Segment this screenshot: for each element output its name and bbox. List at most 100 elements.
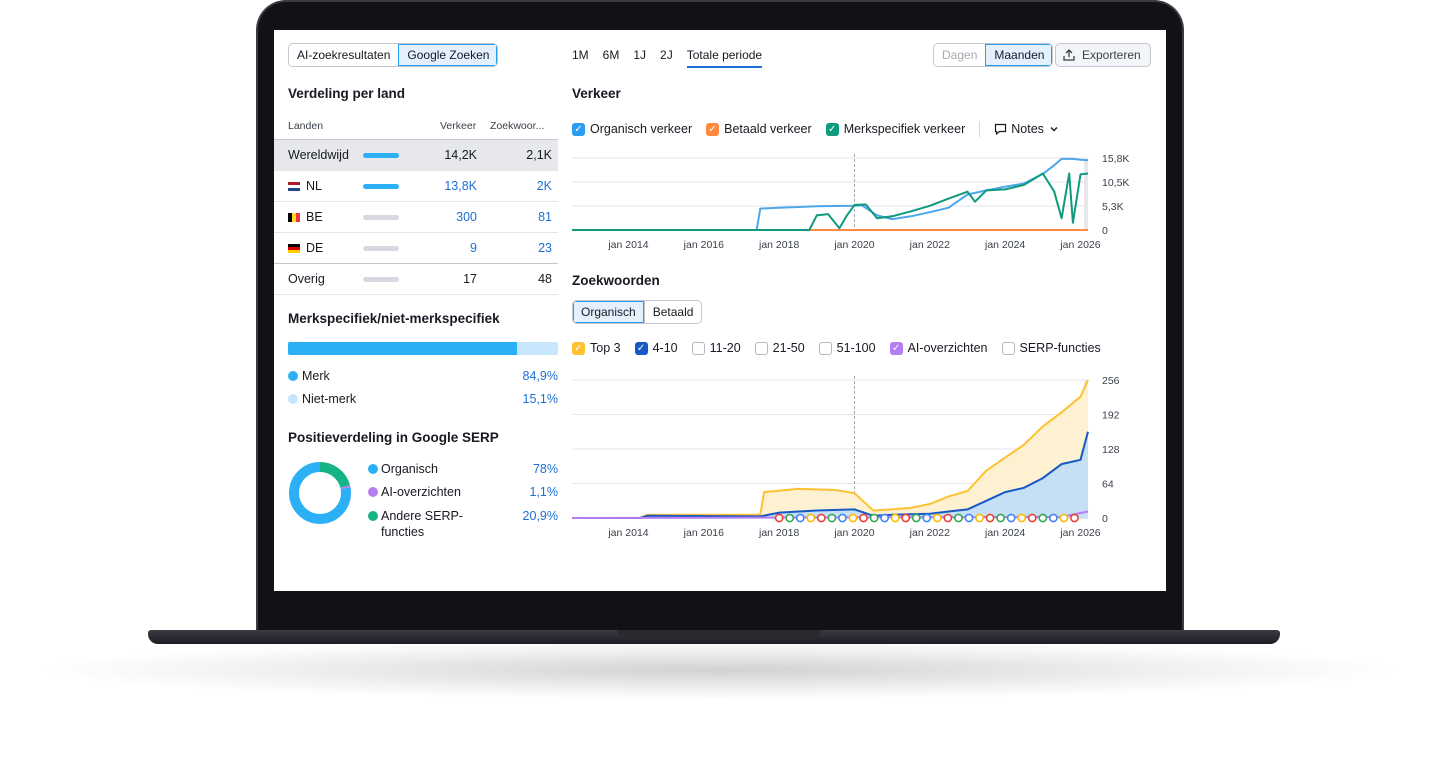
filter-label: Top 3 (590, 341, 621, 355)
granularity-months[interactable]: Maanden (985, 44, 1053, 66)
keywords-chart[interactable]: 0 64 128 192 256 jan 2014 jan 2016 jan 2018 jan … (572, 372, 1132, 542)
google-update-icon[interactable] (1059, 513, 1069, 523)
google-update-icon[interactable] (943, 513, 953, 523)
google-update-icon[interactable] (880, 513, 890, 523)
google-update-icon[interactable] (827, 513, 837, 523)
brand-legend-merk: Merk 84,9% (288, 369, 558, 383)
filter-serp-functies[interactable]: SERP-functies (1001, 341, 1101, 355)
country-keywords[interactable]: 23 (538, 241, 552, 255)
tab-organic[interactable]: Organisch (573, 301, 644, 323)
x-tick-label: jan 2016 (683, 239, 724, 251)
google-update-icon[interactable] (838, 513, 847, 523)
nl-flag-icon (288, 181, 300, 191)
google-update-icon[interactable] (785, 513, 795, 523)
country-traffic[interactable]: 300 (456, 210, 477, 224)
google-update-icon[interactable] (922, 513, 932, 523)
google-update-icon[interactable] (1038, 513, 1048, 523)
legend-organic-traffic[interactable]: ✓ Organisch verkeer (572, 122, 692, 136)
series-line-4-10[interactable] (572, 431, 1089, 519)
country-row-be[interactable]: BE 300 81 (274, 202, 558, 233)
google-update-icon[interactable] (996, 513, 1006, 523)
filter-ai-overzichten[interactable]: ✓ AI-overzichten (889, 341, 988, 355)
checkbox-checked-icon: ✓ (572, 341, 585, 355)
brand-legend-niet-merk: Niet-merk 15,1% (288, 392, 558, 406)
tab-google-search[interactable]: Google Zoeken (398, 44, 498, 66)
google-update-icon[interactable] (848, 513, 858, 523)
google-update-icon[interactable] (774, 513, 784, 523)
google-update-icon[interactable] (954, 513, 963, 523)
country-row-wereldwijd[interactable]: Wereldwijd 14,2K 2,1K (274, 140, 558, 171)
header-country[interactable]: Landen (288, 120, 324, 132)
country-traffic[interactable]: 13,8K (444, 179, 477, 193)
period-2j[interactable]: 2J (660, 48, 673, 62)
legend-brand-traffic[interactable]: ✓ Merkspecifiek verkeer (825, 122, 965, 136)
country-traffic[interactable]: 9 (470, 241, 477, 255)
header-keywords[interactable]: Zoekwoor... (490, 120, 545, 132)
period-6m[interactable]: 6M (602, 48, 620, 62)
organic-value[interactable]: 78% (532, 462, 558, 476)
google-update-icon[interactable] (901, 513, 911, 523)
traffic-title: Verkeer (572, 86, 621, 101)
donut-slice[interactable] (289, 462, 351, 524)
filter-top-3[interactable]: ✓ Top 3 (572, 341, 621, 355)
notes-dropdown[interactable]: Notes (994, 122, 1059, 136)
x-tick-label: jan 2026 (1059, 239, 1100, 251)
google-update-icon[interactable] (985, 513, 995, 523)
x-tick-label: jan 2018 (758, 239, 799, 251)
country-row-nl[interactable]: NL 13,8K 2K (274, 171, 558, 202)
google-update-icon[interactable] (1027, 513, 1037, 523)
series-line-merkspecifiek-verkeer[interactable] (572, 172, 1089, 231)
google-update-icon[interactable] (975, 513, 984, 523)
google-update-icon[interactable] (816, 513, 826, 523)
filter-51-100[interactable]: 51-100 (818, 341, 876, 355)
google-update-icon[interactable] (911, 513, 921, 523)
country-keywords[interactable]: 81 (538, 210, 552, 224)
granularity-days[interactable]: Dagen (934, 44, 986, 66)
google-update-icon[interactable] (1048, 513, 1058, 523)
google-update-icon[interactable] (869, 513, 879, 523)
google-update-icon[interactable] (806, 513, 816, 523)
tab-ai-results[interactable]: AI-zoekresultaten (289, 44, 399, 66)
y-tick-label: 10,5K (1102, 177, 1129, 189)
country-keywords[interactable]: 2K (536, 179, 552, 193)
filter-4-10[interactable]: ✓ 4-10 (634, 341, 678, 355)
period-1m[interactable]: 1M (572, 48, 589, 62)
legend-paid-traffic[interactable]: ✓ Betaald verkeer (706, 122, 812, 136)
other-serp-value[interactable]: 20,9% (522, 509, 558, 523)
series-line-organisch-verkeer[interactable] (572, 157, 1089, 231)
traffic-chart[interactable]: 0 5,3K 10,5K 15,8K jan 2014 jan 2016 jan 2018 j… (572, 150, 1132, 256)
period-total[interactable]: Totale periode (686, 46, 763, 68)
google-update-icon[interactable] (859, 513, 868, 523)
header-traffic[interactable]: Verkeer (440, 120, 477, 132)
google-update-icon[interactable] (795, 513, 805, 523)
ai-label: AI-overzichten (381, 485, 461, 499)
filter-11-20[interactable]: 11-20 (691, 341, 741, 355)
filter-21-50[interactable]: 21-50 (754, 341, 805, 355)
google-update-icon[interactable] (1070, 513, 1079, 523)
app-screen: AI-zoekresultaten Google Zoeken 1M 6M 1J… (274, 30, 1166, 591)
niet-merk-value[interactable]: 15,1% (522, 392, 558, 406)
country-name: DE (288, 241, 323, 255)
export-button[interactable]: Exporteren (1055, 43, 1151, 67)
source-tabs: AI-zoekresultaten Google Zoeken (288, 43, 499, 67)
google-update-icon[interactable] (932, 513, 942, 523)
google-update-icon[interactable] (1017, 513, 1027, 523)
filter-label: 51-100 (836, 341, 876, 355)
google-update-icon[interactable] (1006, 513, 1016, 523)
brand-share-bar (288, 342, 558, 355)
tab-paid[interactable]: Betaald (643, 301, 702, 323)
series-line-top3[interactable] (572, 379, 1089, 519)
traffic-legend: ✓ Organisch verkeer ✓ Betaald verkeer ✓ … (572, 121, 1073, 137)
organic-label: Organisch (381, 462, 438, 476)
period-1j[interactable]: 1J (633, 48, 647, 62)
ai-value[interactable]: 1,1% (529, 485, 559, 499)
google-update-icon[interactable] (890, 513, 900, 523)
country-row-overig[interactable]: Overig 17 48 (274, 264, 558, 295)
country-row-de[interactable]: DE 9 23 (274, 233, 558, 264)
google-update-icon[interactable] (964, 513, 974, 523)
country-name: NL (288, 179, 322, 193)
merk-value[interactable]: 84,9% (522, 369, 558, 383)
checkbox-checked-icon: ✓ (889, 341, 903, 355)
x-tick-label: jan 2024 (984, 239, 1025, 251)
export-label: Exporteren (1082, 48, 1141, 62)
